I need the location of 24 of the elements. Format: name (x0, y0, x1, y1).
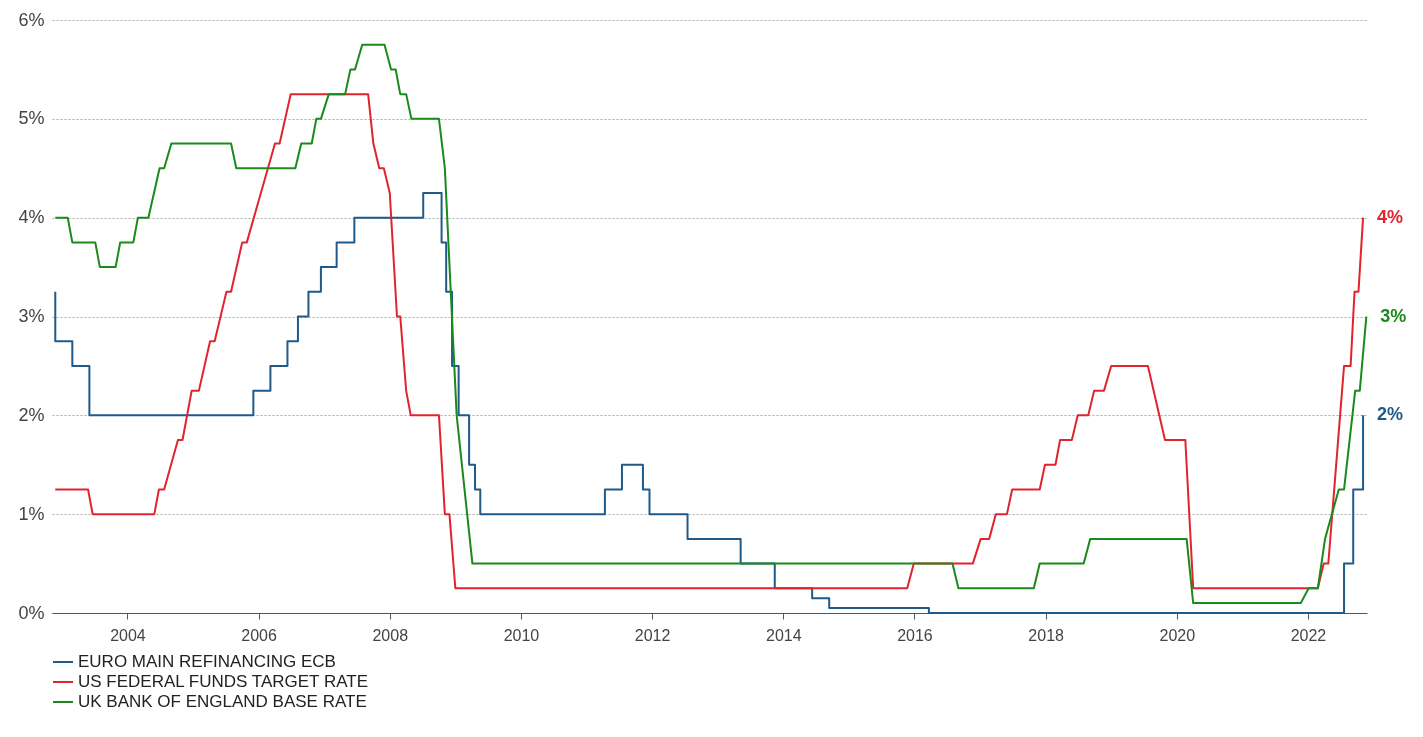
y-tick-label: 2% (18, 404, 45, 425)
x-tick-label: 2012 (634, 626, 671, 644)
legend-label: US FEDERAL FUNDS TARGET RATE (78, 672, 368, 691)
legend-label: EURO MAIN REFINANCING ECB (78, 652, 336, 671)
x-tick-label: 2018 (1028, 626, 1065, 644)
data-label: 3% (1380, 305, 1407, 326)
data-label: 4% (1377, 206, 1404, 227)
x-tick-label: 2006 (241, 626, 277, 644)
y-tick-label: 0% (18, 602, 45, 623)
x-tick-label: 2020 (1159, 626, 1196, 644)
x-tick-label: 2014 (765, 626, 802, 644)
data-label: 2% (1377, 404, 1404, 425)
legend-label: UK BANK OF ENGLAND BASE RATE (78, 692, 367, 711)
x-tick-label: 2008 (372, 626, 409, 644)
x-tick-label: 2010 (503, 626, 540, 644)
x-tick-label: 2022 (1290, 626, 1327, 644)
y-tick-label: 6% (18, 9, 45, 30)
x-tick-label: 2016 (897, 626, 933, 644)
x-tick-label: 2004 (110, 626, 146, 644)
y-tick-label: 1% (18, 503, 45, 524)
y-tick-label: 5% (18, 108, 45, 129)
y-tick-label: 4% (18, 207, 45, 228)
y-tick-label: 3% (18, 306, 45, 326)
line-series (54, 191, 1365, 614)
